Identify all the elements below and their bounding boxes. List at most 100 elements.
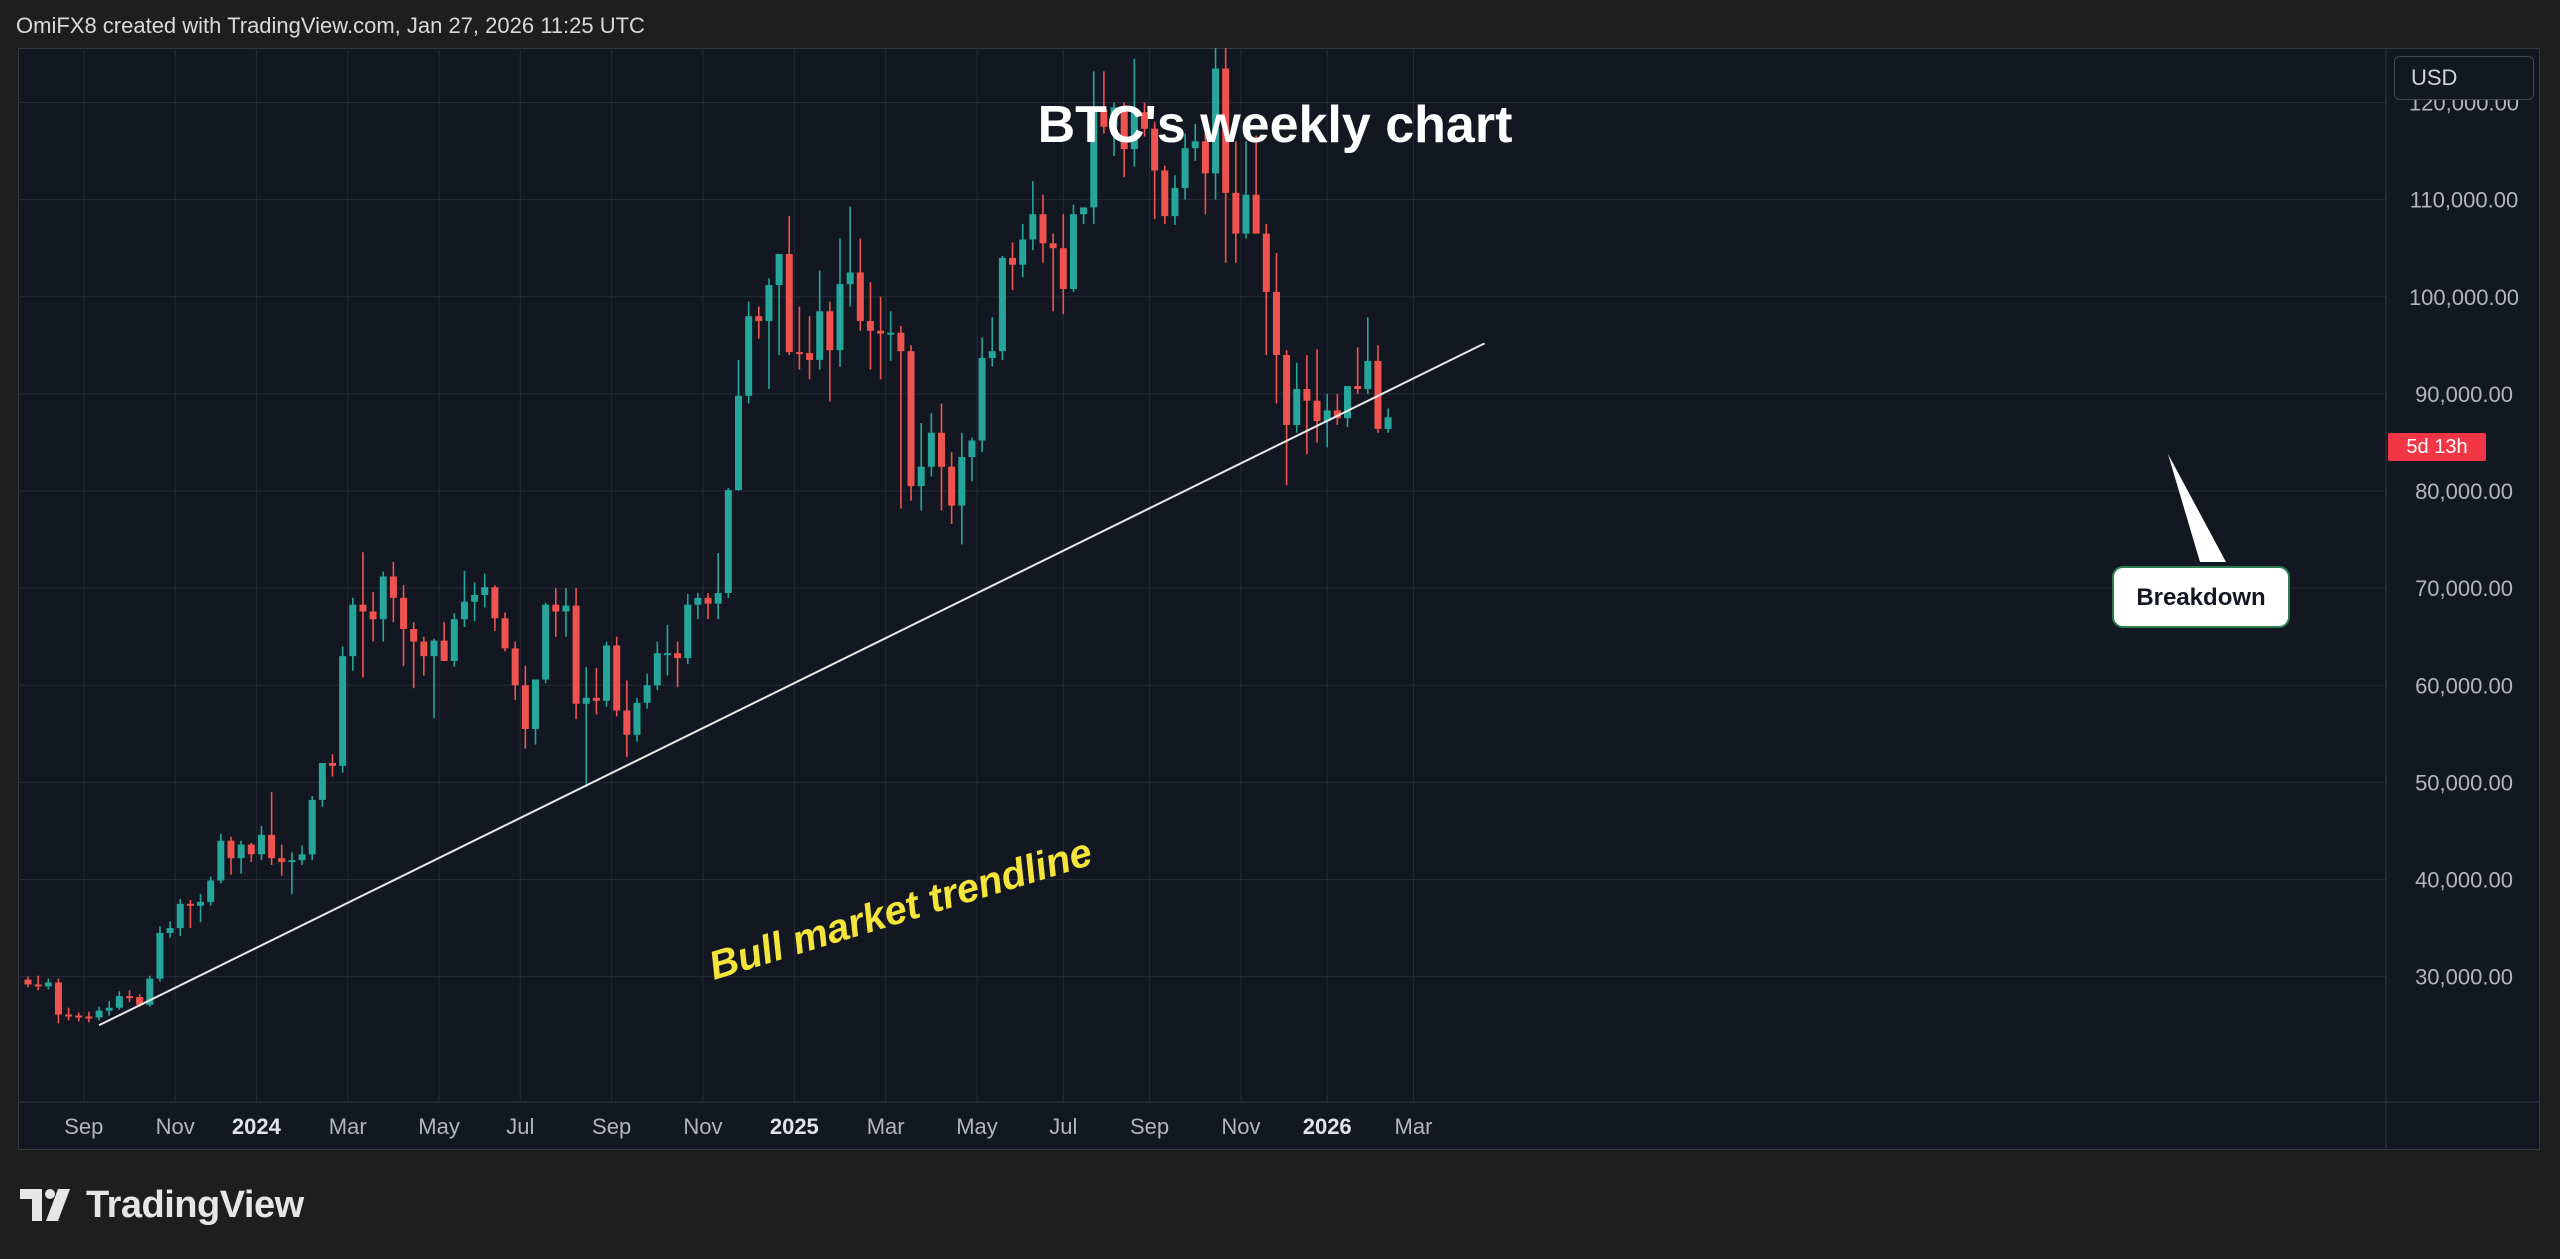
candle[interactable] [785,216,793,356]
candle[interactable] [1262,223,1270,356]
candle[interactable] [339,646,347,773]
candle[interactable] [866,282,874,370]
candle[interactable] [877,296,885,380]
candle[interactable] [806,316,814,380]
candle[interactable] [846,206,854,307]
candle[interactable] [948,452,956,525]
candle[interactable] [450,613,458,667]
candle[interactable] [998,255,1006,360]
candle[interactable] [1333,393,1341,425]
candle[interactable] [278,844,286,876]
candle[interactable] [1364,317,1372,394]
candle[interactable] [745,301,753,404]
candle[interactable] [329,754,336,777]
candle[interactable] [34,975,42,991]
candle[interactable] [349,597,357,671]
candle[interactable] [755,306,763,339]
candle[interactable] [420,636,428,676]
candle[interactable] [897,325,905,509]
candle[interactable] [1069,204,1077,292]
candle[interactable] [917,423,925,511]
candle[interactable] [491,585,499,631]
candle[interactable] [308,796,316,861]
candle[interactable] [1019,223,1027,278]
candle[interactable] [430,638,438,719]
candle[interactable] [1171,175,1179,225]
candle[interactable] [1384,408,1392,433]
candle[interactable] [623,680,631,758]
candle[interactable] [166,921,174,938]
candle[interactable] [562,588,570,637]
candle[interactable] [24,976,32,988]
candle[interactable] [927,413,935,477]
candle[interactable] [95,1006,103,1021]
candle[interactable] [1161,165,1169,224]
candle[interactable] [257,826,265,861]
candle[interactable] [1110,102,1118,156]
candle[interactable] [1252,135,1260,234]
candle[interactable] [105,1000,113,1016]
candle[interactable] [775,254,783,356]
candle[interactable] [542,602,550,684]
candle[interactable] [379,571,387,642]
candle[interactable] [978,337,986,453]
candle[interactable] [389,561,397,623]
candle[interactable] [207,876,215,906]
candle[interactable] [1191,123,1199,161]
candle[interactable] [938,403,945,511]
currency-button[interactable]: USD [2394,56,2534,100]
candle[interactable] [1009,242,1017,290]
candle[interactable] [75,1012,83,1022]
candle[interactable] [298,845,306,865]
candle[interactable] [227,836,235,875]
candle[interactable] [653,641,661,691]
candle[interactable] [704,593,712,620]
candle[interactable] [471,582,479,622]
candle[interactable] [724,488,732,598]
candle[interactable] [146,975,154,1007]
candle[interactable] [735,359,742,492]
candle[interactable] [501,612,509,652]
candle[interactable] [1222,48,1230,263]
candle[interactable] [1201,117,1209,215]
candle[interactable] [1181,133,1189,200]
candle[interactable] [521,665,529,749]
candle[interactable] [54,978,62,1024]
candle[interactable] [1344,386,1351,427]
candle[interactable] [572,588,580,720]
candle[interactable] [1272,253,1280,404]
candle[interactable] [968,437,976,482]
candle[interactable] [359,552,367,678]
candle[interactable] [115,991,123,1010]
candle[interactable] [958,432,966,545]
candle[interactable] [85,1011,93,1023]
candle[interactable] [288,852,296,895]
candle[interactable] [217,833,225,884]
candle[interactable] [988,317,996,367]
candle[interactable] [836,238,844,367]
candle[interactable] [369,592,377,642]
candle[interactable] [1100,71,1108,134]
candle[interactable] [582,666,590,788]
candle[interactable] [176,898,184,936]
candle[interactable] [633,697,641,742]
candle[interactable] [613,636,621,717]
candle[interactable] [592,667,600,715]
candle[interactable] [1141,102,1148,137]
candle[interactable] [1059,214,1067,315]
candle[interactable] [400,585,408,666]
candle[interactable] [1293,362,1301,433]
candle[interactable] [481,573,489,608]
candle[interactable] [663,625,671,676]
candle[interactable] [1354,347,1362,394]
candle[interactable] [643,673,651,709]
candle[interactable] [247,842,255,863]
candle[interactable] [887,311,895,361]
candle[interactable] [674,641,682,688]
candle[interactable] [694,593,702,620]
candle[interactable] [1080,207,1088,224]
candle[interactable] [1049,233,1057,312]
candle[interactable] [1090,71,1098,224]
candle[interactable] [1232,141,1240,263]
candle[interactable] [684,593,692,664]
